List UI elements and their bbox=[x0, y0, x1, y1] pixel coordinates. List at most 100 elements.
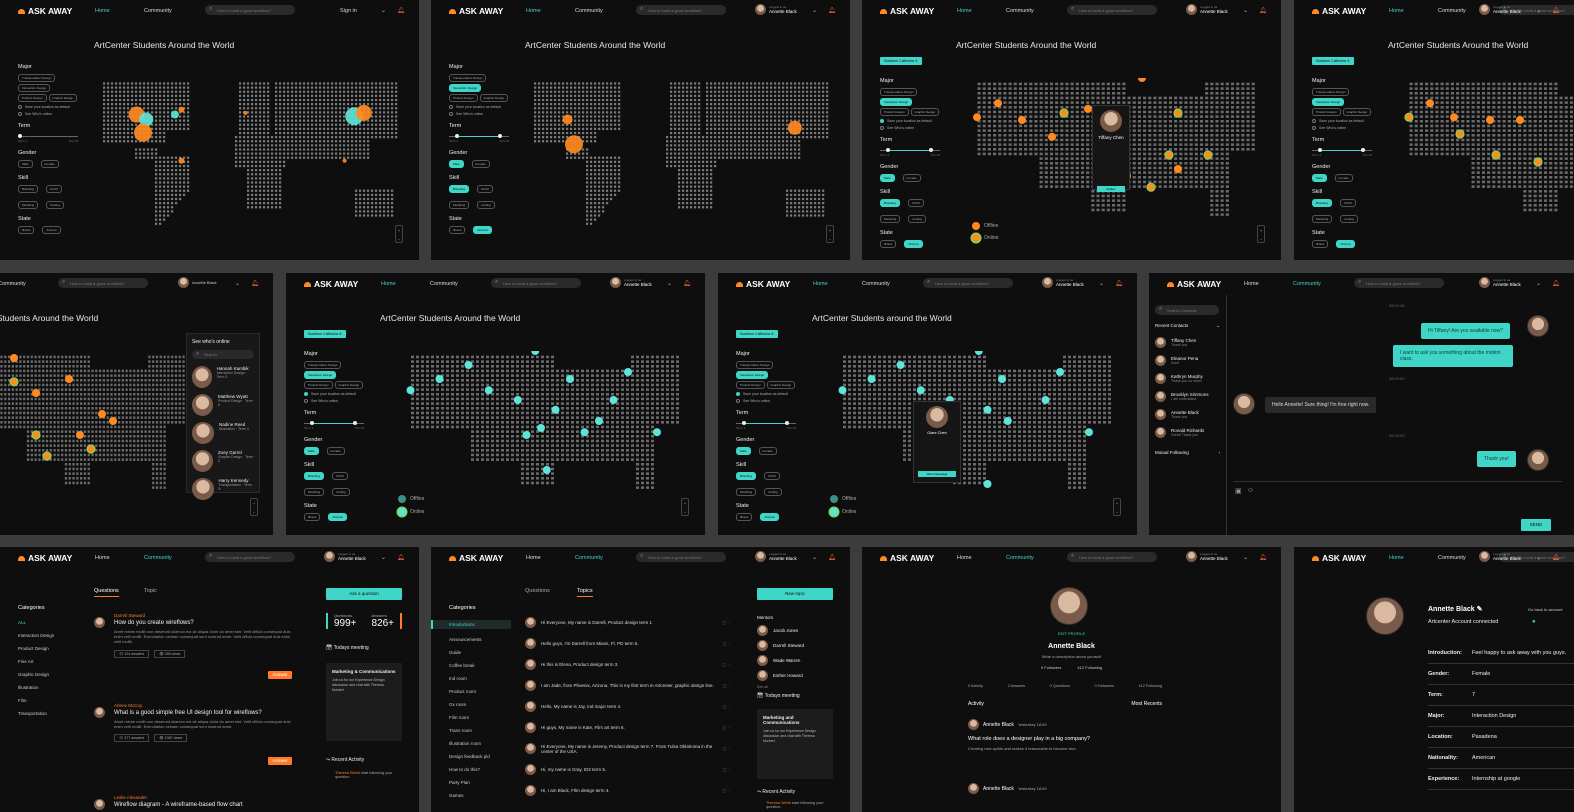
save-location-check[interactable]: Save your location as default bbox=[449, 105, 509, 109]
student-cluster[interactable] bbox=[134, 123, 152, 142]
location-tag[interactable]: Southern California ✕ bbox=[880, 57, 922, 65]
follow-button[interactable]: Follow bbox=[1097, 186, 1125, 192]
nav-home[interactable]: Home bbox=[957, 8, 972, 14]
skill-chip[interactable]: Modeling bbox=[18, 201, 39, 209]
major-chip[interactable]: Transportation Design bbox=[449, 74, 487, 82]
student-marker[interactable] bbox=[1173, 108, 1183, 118]
nav-community[interactable]: Community bbox=[1438, 8, 1466, 14]
state-chip[interactable]: Arizona bbox=[904, 240, 923, 248]
nav-home[interactable]: Home bbox=[95, 8, 110, 14]
major-chip[interactable]: Interaction Design bbox=[449, 84, 482, 92]
gender-chip[interactable]: Female bbox=[1334, 174, 1353, 182]
student-cluster[interactable] bbox=[178, 106, 185, 113]
gender-chip[interactable]: Male bbox=[18, 160, 33, 168]
major-chip[interactable]: Interaction Design bbox=[880, 98, 913, 106]
nav-home[interactable]: Home bbox=[1389, 8, 1404, 14]
major-chip[interactable]: Product Design bbox=[880, 108, 909, 116]
save-location-check[interactable]: Save your location as default bbox=[18, 105, 78, 109]
major-chip[interactable]: Transportation Design bbox=[1312, 88, 1350, 96]
save-location-check[interactable]: Save your location as default bbox=[880, 119, 940, 123]
major-chip[interactable]: Transportation Design bbox=[880, 88, 918, 96]
bell-icon[interactable]: 🔔︎ bbox=[1259, 8, 1267, 14]
student-marker[interactable] bbox=[994, 99, 1002, 108]
search-input[interactable]: How to build a good workflow? bbox=[1067, 5, 1157, 15]
skill-chip[interactable]: Branding bbox=[880, 199, 901, 207]
nav-community[interactable]: Community bbox=[1006, 8, 1034, 14]
major-chip[interactable]: Graphic Design bbox=[48, 94, 78, 102]
see-online-check[interactable]: See Who's online bbox=[1312, 126, 1372, 130]
state-chip[interactable]: Arizona bbox=[1336, 240, 1355, 248]
skill-chip[interactable]: UI/UX bbox=[46, 185, 63, 193]
student-cluster[interactable] bbox=[562, 114, 573, 125]
skill-chip[interactable]: Coding bbox=[477, 201, 495, 209]
zoom-in-button[interactable]: + bbox=[828, 228, 832, 233]
major-chip[interactable]: Graphic Design bbox=[910, 108, 940, 116]
state-chip[interactable]: Arizona bbox=[473, 226, 492, 234]
gender-chip[interactable]: Male bbox=[449, 160, 464, 168]
major-chip[interactable]: Interaction Design bbox=[1312, 98, 1345, 106]
gender-chip[interactable]: Female bbox=[40, 160, 59, 168]
chevron-down-icon[interactable]: ⌄ bbox=[381, 8, 387, 14]
zoom-out-button[interactable]: − bbox=[1259, 237, 1263, 242]
major-chip[interactable]: Transportation Design bbox=[18, 74, 56, 82]
major-chip[interactable]: Graphic Design bbox=[479, 94, 509, 102]
gender-chip[interactable]: Male bbox=[1312, 174, 1327, 182]
student-marker[interactable] bbox=[1059, 108, 1069, 118]
student-marker[interactable] bbox=[973, 113, 981, 122]
term-slider[interactable] bbox=[1312, 147, 1372, 153]
major-chip[interactable]: Product Design bbox=[1312, 108, 1341, 116]
term-slider[interactable] bbox=[449, 133, 509, 139]
state-chip[interactable]: Illinois bbox=[880, 240, 897, 248]
student-cluster[interactable] bbox=[565, 135, 583, 154]
bell-icon[interactable]: 🔔︎ bbox=[828, 8, 836, 14]
student-marker[interactable] bbox=[1138, 78, 1146, 82]
student-cluster[interactable] bbox=[171, 110, 179, 119]
state-chip[interactable]: Illinois bbox=[449, 226, 466, 234]
major-chip[interactable]: Product Design bbox=[449, 94, 478, 102]
zoom-out-button[interactable]: − bbox=[828, 237, 832, 242]
student-marker[interactable] bbox=[1048, 132, 1056, 141]
state-chip[interactable]: Illinois bbox=[18, 226, 35, 234]
student-marker[interactable] bbox=[1146, 182, 1156, 192]
search-input[interactable]: How to build a good workflow? bbox=[205, 5, 295, 15]
see-online-check[interactable]: See Who's online bbox=[18, 112, 78, 116]
see-online-check[interactable]: See Who's online bbox=[449, 112, 509, 116]
zoom-control[interactable]: + − bbox=[1257, 225, 1265, 243]
chevron-down-icon[interactable]: ⌄ bbox=[812, 8, 818, 14]
term-slider[interactable] bbox=[18, 133, 78, 139]
gender-chip[interactable]: Female bbox=[471, 160, 490, 168]
major-chip[interactable]: Product Design bbox=[18, 94, 47, 102]
nav-home[interactable]: Home bbox=[526, 8, 541, 14]
skill-chip[interactable]: Modeling bbox=[449, 201, 470, 209]
zoom-in-button[interactable]: + bbox=[1259, 228, 1263, 233]
skill-chip[interactable]: Modeling bbox=[880, 215, 901, 223]
student-cluster[interactable] bbox=[355, 104, 372, 121]
student-marker[interactable] bbox=[1203, 150, 1213, 160]
term-slider[interactable] bbox=[880, 147, 940, 153]
state-chip[interactable]: Arizona bbox=[42, 226, 61, 234]
skill-chip[interactable]: Coding bbox=[46, 201, 64, 209]
student-cluster[interactable] bbox=[178, 157, 185, 164]
major-chip[interactable]: Interaction Design bbox=[18, 84, 51, 92]
zoom-in-button[interactable]: + bbox=[397, 228, 401, 233]
student-cluster[interactable] bbox=[243, 110, 248, 115]
student-cluster[interactable] bbox=[342, 158, 347, 163]
student-cluster[interactable] bbox=[787, 120, 802, 135]
skill-chip[interactable]: Coding bbox=[908, 215, 926, 223]
user-menu[interactable]: Logged in as Annette Black bbox=[755, 4, 797, 15]
skill-chip[interactable]: UI/UX bbox=[1340, 199, 1357, 207]
student-marker[interactable] bbox=[1164, 150, 1174, 160]
state-chip[interactable]: Illinois bbox=[1312, 240, 1329, 248]
student-marker[interactable] bbox=[1018, 116, 1026, 124]
user-menu[interactable]: Logged in as Annette Black bbox=[1186, 4, 1228, 15]
student-cluster[interactable] bbox=[139, 112, 154, 127]
save-location-check[interactable]: Save your location as default bbox=[1312, 119, 1372, 123]
student-marker[interactable] bbox=[1084, 104, 1092, 113]
see-online-check[interactable]: See Who's online bbox=[880, 126, 940, 130]
nav-community[interactable]: Community bbox=[575, 8, 603, 14]
major-chip[interactable]: Graphic Design bbox=[1342, 108, 1372, 116]
zoom-control[interactable]: + − bbox=[826, 225, 834, 243]
nav-community[interactable]: Community bbox=[144, 8, 172, 14]
sign-in-link[interactable]: Sign in bbox=[340, 8, 357, 14]
gender-chip[interactable]: Female bbox=[902, 174, 921, 182]
